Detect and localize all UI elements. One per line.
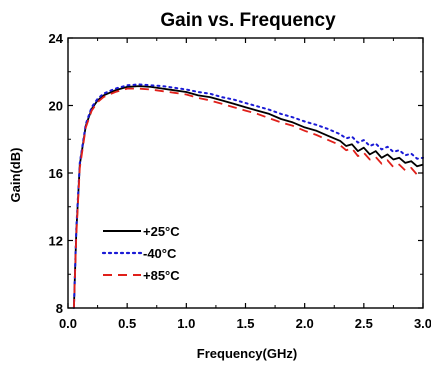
plot-frame xyxy=(67,37,424,309)
x-tick-label: 1.5 xyxy=(236,316,254,331)
series-line-2 xyxy=(73,87,424,309)
y-tick-label: 20 xyxy=(49,99,63,114)
x-axis-label: Frequency(GHz) xyxy=(197,346,297,361)
x-tick-label: 0.5 xyxy=(118,316,136,331)
y-tick-label: 24 xyxy=(49,31,64,46)
y-tick-label: 8 xyxy=(56,301,63,316)
x-tick-label: 3.0 xyxy=(414,316,431,331)
x-tick-label: 1.0 xyxy=(177,316,195,331)
x-tick-label: 2.5 xyxy=(355,316,373,331)
legend-label-0: +25°C xyxy=(143,224,180,239)
y-axis-label: Gain(dB) xyxy=(8,148,23,203)
ticks-layer: 0.0 0.5 1.0 1.5 2.0 2.5 3.0 8 12 16 20 24 xyxy=(49,31,431,331)
series-line-0 xyxy=(73,85,424,309)
series-layer xyxy=(72,83,424,309)
x-tick-label: 2.0 xyxy=(296,316,314,331)
chart-title: Gain vs. Frequency xyxy=(160,10,336,31)
legend: +25°C -40°C +85°C xyxy=(101,224,180,283)
y-tick-label: 16 xyxy=(49,166,63,181)
legend-label-1: -40°C xyxy=(143,246,177,261)
y-tick-label: 12 xyxy=(49,234,63,249)
legend-label-2: +85°C xyxy=(143,268,180,283)
series-line-1 xyxy=(72,83,424,309)
x-tick-label: 0.0 xyxy=(59,316,77,331)
